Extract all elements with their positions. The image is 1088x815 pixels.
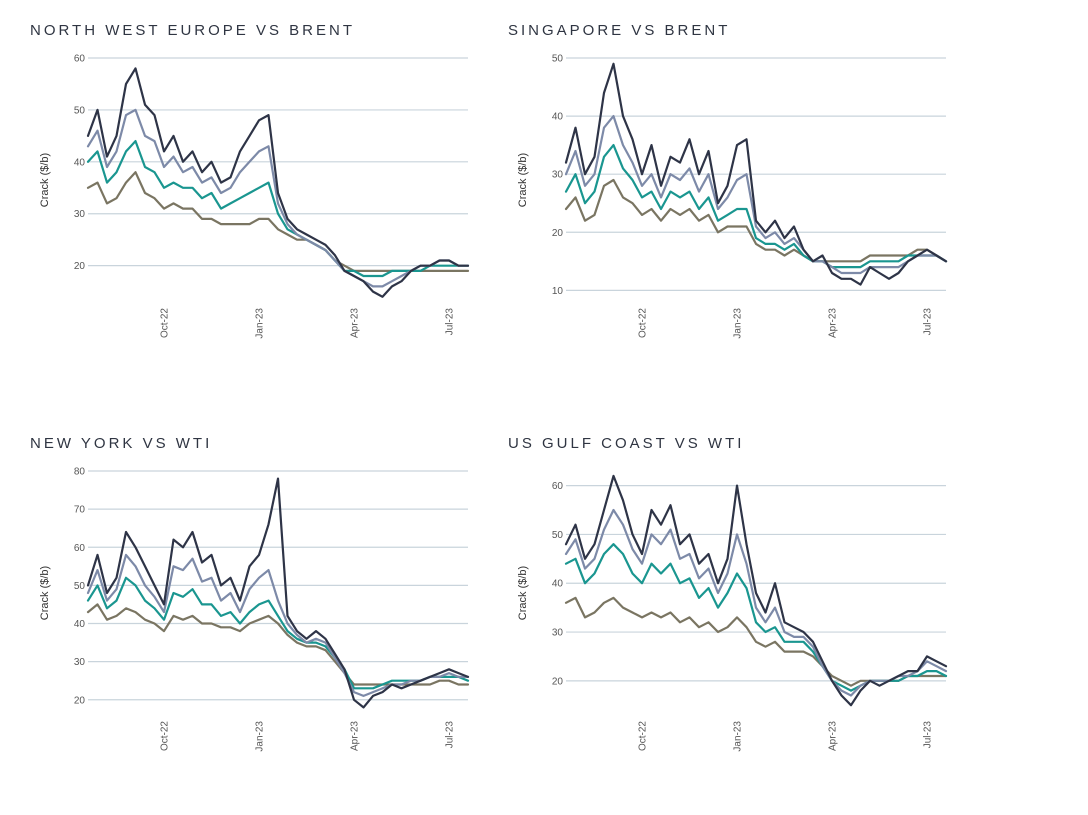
y-tick-label: 60	[552, 481, 564, 492]
x-tick-label: Apr-23	[350, 308, 361, 338]
series-line-3	[564, 143, 948, 269]
x-tick-label: Jan-23	[255, 721, 266, 752]
x-tick-label: Oct-22	[160, 308, 171, 338]
y-tick-label: 50	[552, 54, 564, 65]
y-tick-label: 40	[552, 579, 564, 590]
y-tick-label: 30	[552, 170, 564, 181]
y-tick-label: 20	[552, 676, 564, 687]
chart-title: SINGAPORE VS BRENT	[508, 22, 731, 39]
chart-svg: 10 20 30 40 50 Crack ($/b) Oct-22 Jan-23 Apr-23 J…	[517, 54, 948, 339]
y-axis-label: Crack ($/b)	[39, 153, 51, 207]
series-line-4	[564, 596, 948, 687]
series-line-1	[564, 62, 948, 286]
series-line-2	[564, 508, 948, 697]
series-line-1	[86, 67, 470, 298]
x-tick-label: Oct-22	[638, 721, 649, 751]
chart-svg: 20 30 40 50 60 Crack ($/b) Oct-22 Jan-23 Apr-23 J…	[517, 474, 948, 752]
chart-title: US GULF COAST VS WTI	[508, 435, 745, 452]
y-tick-label: 10	[552, 286, 564, 297]
y-tick-label: 40	[74, 619, 86, 630]
series-line-2	[86, 108, 470, 288]
x-tick-label: Jan-23	[733, 721, 744, 752]
chart-panel-new-york-vs-wti: NEW YORK VS WTI 20 30 40 50 60 70 80 Crack ($/b…	[30, 435, 550, 815]
x-tick-label: Jan-23	[255, 308, 266, 339]
y-tick-label: 50	[74, 581, 86, 592]
y-tick-label: 30	[74, 657, 86, 668]
y-tick-label: 20	[74, 261, 86, 272]
series-line-3	[564, 543, 948, 692]
x-tick-label: Oct-22	[638, 308, 649, 338]
x-tick-label: Jan-23	[733, 308, 744, 339]
x-tick-label: Jul-23	[445, 308, 456, 336]
x-tick-label: Apr-23	[828, 308, 839, 338]
chart-panel-singapore-vs-brent: SINGAPORE VS BRENT 10 20 30 40 50 Crack ($/b)…	[508, 22, 1028, 402]
x-tick-label: Apr-23	[828, 721, 839, 751]
series-line-3	[86, 139, 470, 278]
chart-title: NEW YORK VS WTI	[30, 435, 213, 452]
y-axis-label: Crack ($/b)	[517, 153, 529, 207]
chart-panel-nwe-vs-brent: NORTH WEST EUROPE VS BRENT 20 30 40 50 60 Cra…	[30, 22, 550, 402]
chart-svg: 20 30 40 50 60 Crack ($/b) Oct-22 Jan-23 Apr-23 J…	[39, 54, 470, 339]
x-tick-label: Jul-23	[923, 308, 934, 336]
y-tick-label: 40	[74, 157, 86, 168]
y-tick-label: 50	[552, 530, 564, 541]
x-tick-label: Jul-23	[923, 721, 934, 749]
y-tick-label: 60	[74, 543, 86, 554]
x-tick-label: Jul-23	[445, 721, 456, 749]
series-line-4	[564, 178, 948, 263]
y-tick-label: 40	[552, 112, 564, 123]
series-line-1	[86, 477, 470, 709]
y-tick-label: 30	[552, 628, 564, 639]
chart-title: NORTH WEST EUROPE VS BRENT	[30, 22, 355, 39]
series-line-2	[564, 114, 948, 275]
y-tick-label: 60	[74, 54, 86, 65]
y-axis-label: Crack ($/b)	[517, 566, 529, 620]
y-tick-label: 20	[552, 228, 564, 239]
chart-panel-us-gulf-coast-vs-wti: US GULF COAST VS WTI 20 30 40 50 60 Crack ($/…	[508, 435, 1028, 815]
series-line-1	[564, 474, 948, 707]
y-tick-label: 30	[74, 209, 86, 220]
y-tick-label: 50	[74, 105, 86, 116]
y-tick-label: 70	[74, 505, 86, 516]
series-line-2	[86, 553, 470, 697]
y-tick-label: 20	[74, 695, 86, 706]
chart-svg: 20 30 40 50 60 70 80 Crack ($/b) Oct-22 Jan-23 Apr…	[39, 467, 470, 752]
y-tick-label: 80	[74, 467, 86, 478]
y-axis-label: Crack ($/b)	[39, 566, 51, 620]
series-line-3	[86, 576, 470, 690]
x-tick-label: Apr-23	[350, 721, 361, 751]
x-tick-label: Oct-22	[160, 721, 171, 751]
series-line-4	[86, 603, 470, 686]
